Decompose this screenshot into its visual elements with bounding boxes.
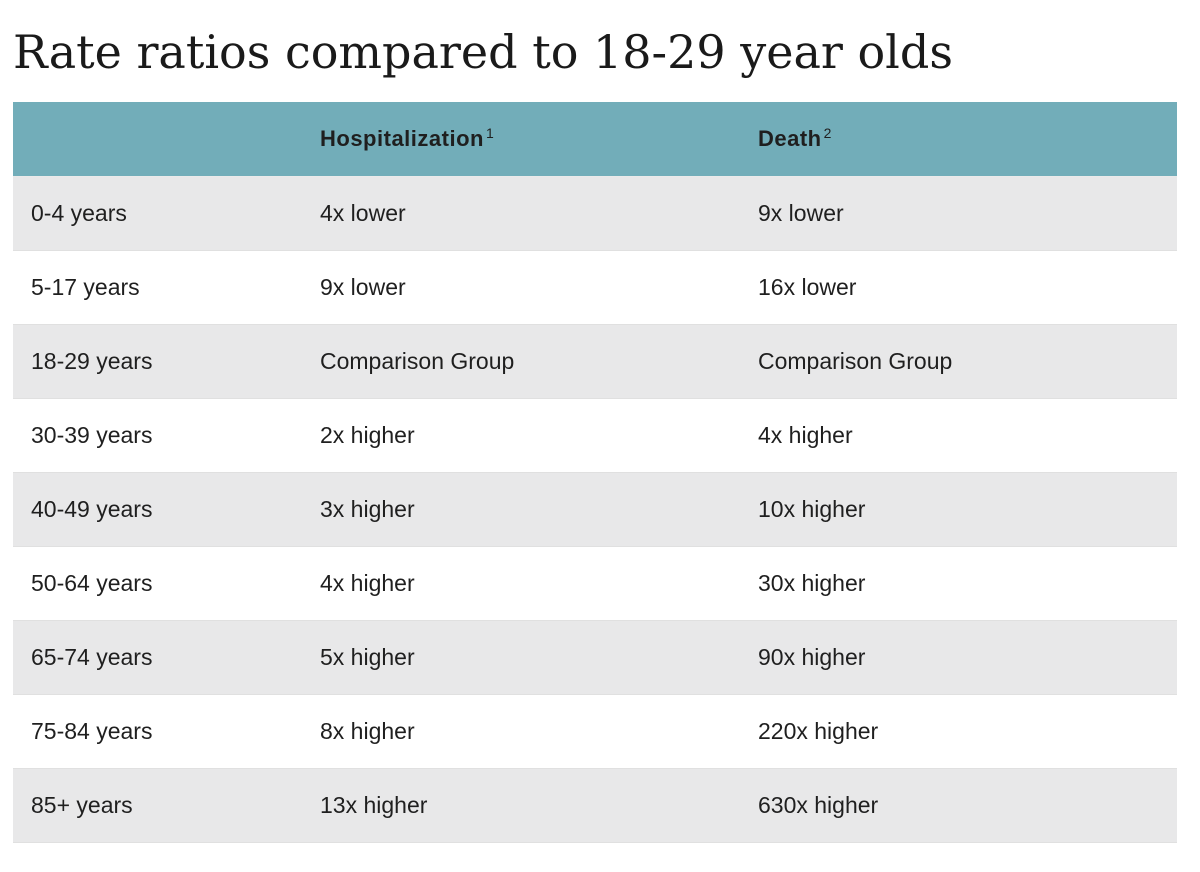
hospitalization-cell: 4x lower <box>320 199 406 226</box>
table-row: 30-39 years 2x higher 4x higher <box>13 398 1177 472</box>
age-group-cell: 75-84 years <box>31 717 153 744</box>
hospitalization-cell: 8x higher <box>320 717 415 744</box>
table-row: 65-74 years 5x higher 90x higher <box>13 620 1177 694</box>
death-cell: 90x higher <box>758 643 866 670</box>
footnote-marker-1: 1 <box>485 125 495 142</box>
header-row: Hospitalization 1 Death 2 <box>13 102 1177 176</box>
death-cell: 220x higher <box>758 717 879 744</box>
table-row: 18-29 years Comparison Group Comparison … <box>13 324 1177 398</box>
death-cell: 9x lower <box>758 199 844 226</box>
header-hospitalization: Hospitalization 1 <box>302 102 740 176</box>
age-group-cell: 50-64 years <box>31 569 153 596</box>
page-title: Rate ratios compared to 18-29 year olds <box>13 25 953 79</box>
death-cell: 16x lower <box>758 273 857 300</box>
table-row: 85+ years 13x higher 630x higher <box>13 768 1177 842</box>
age-group-cell: 65-74 years <box>31 643 153 670</box>
hospitalization-cell: 2x higher <box>320 421 415 448</box>
hospitalization-cell: 3x higher <box>320 495 415 522</box>
table-row: 40-49 years 3x higher 10x higher <box>13 472 1177 546</box>
age-group-cell: 30-39 years <box>31 421 153 448</box>
table-row: 50-64 years 4x higher 30x higher <box>13 546 1177 620</box>
hospitalization-cell: Comparison Group <box>320 347 515 374</box>
age-group-cell: 5-17 years <box>31 273 140 300</box>
table-header: Hospitalization 1 Death 2 <box>13 102 1177 176</box>
death-cell: 30x higher <box>758 569 866 596</box>
header-age-group <box>13 102 302 176</box>
table-row: 5-17 years 9x lower 16x lower <box>13 250 1177 324</box>
table-row: 0-4 years 4x lower 9x lower <box>13 176 1177 250</box>
death-cell: 4x higher <box>758 421 853 448</box>
age-group-cell: 18-29 years <box>31 347 153 374</box>
header-hospitalization-label: Hospitalization <box>320 126 484 152</box>
hospitalization-cell: 5x higher <box>320 643 415 670</box>
death-cell: Comparison Group <box>758 347 953 374</box>
table-body: 0-4 years 4x lower 9x lower 5-17 years 9… <box>13 176 1177 842</box>
death-cell: 630x higher <box>758 791 879 818</box>
hospitalization-cell: 4x higher <box>320 569 415 596</box>
age-group-cell: 0-4 years <box>31 199 127 226</box>
table-row: 75-84 years 8x higher 220x higher <box>13 694 1177 768</box>
death-cell: 10x higher <box>758 495 866 522</box>
hospitalization-cell: 9x lower <box>320 273 406 300</box>
footnote-marker-2: 2 <box>823 125 832 142</box>
header-death: Death 2 <box>740 102 1177 176</box>
age-group-cell: 40-49 years <box>31 495 153 522</box>
header-death-label: Death <box>758 126 822 152</box>
age-group-cell: 85+ years <box>31 791 133 818</box>
hospitalization-cell: 13x higher <box>320 791 428 818</box>
rate-ratio-table: Hospitalization 1 Death 2 0-4 years 4x low… <box>13 102 1177 843</box>
